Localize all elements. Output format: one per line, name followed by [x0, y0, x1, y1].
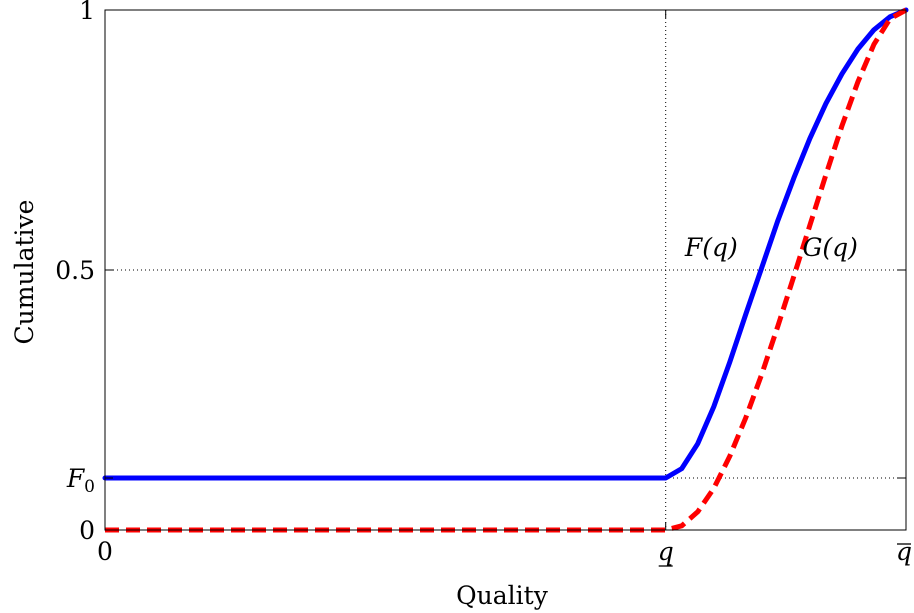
y-tick-label-0: 0 [79, 516, 95, 545]
y-axis-label: Cumulative [10, 200, 39, 345]
series-line-g-q [105, 7, 908, 533]
x-tick-label-0: 0 [97, 537, 113, 566]
x-tick-label-2: q [896, 537, 912, 566]
y-tick-label-1: F0 [66, 464, 95, 497]
x-axis-label: Quality [456, 581, 549, 610]
grid-lines [105, 10, 906, 530]
tick-labels: 0 q q 0 F0 0.5 1 F(q) G(q) [55, 0, 912, 567]
y-tick-label-3: 1 [79, 0, 95, 25]
x-tick-label-1: q [658, 537, 674, 566]
y-tick-label-2: 0.5 [55, 256, 95, 285]
curve-label-g-q: G(q) [802, 233, 857, 262]
series-line-f-q [102, 7, 909, 481]
curve-label-f-q: F(q) [684, 233, 738, 262]
tick-marks [104, 9, 907, 531]
plot-series [102, 7, 909, 533]
